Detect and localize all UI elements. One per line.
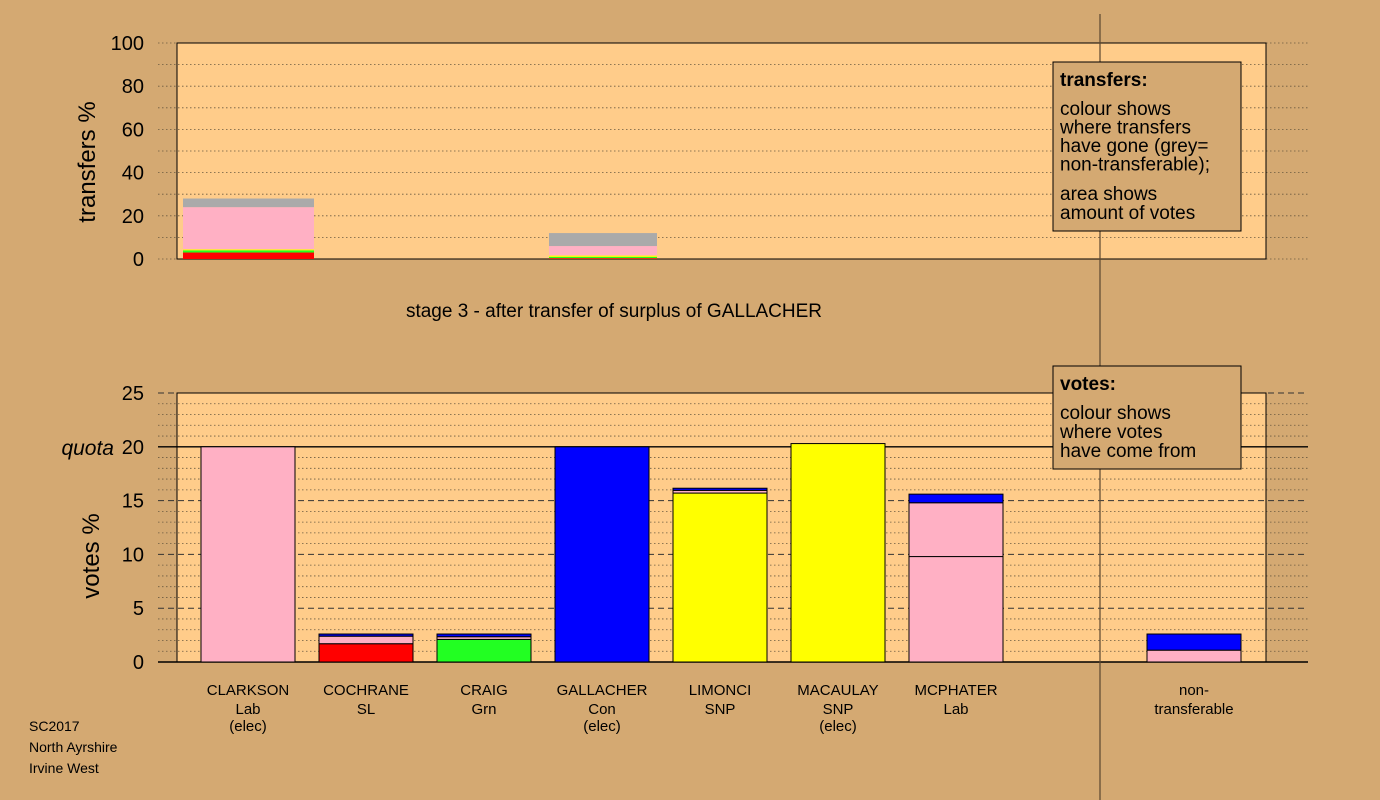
- votes-legend-text: colour shows: [1060, 403, 1171, 424]
- transfers-legend-text: where transfers: [1059, 118, 1191, 139]
- votes-y-tick-label: 10: [122, 544, 144, 566]
- candidate-bar-segment: [318, 633, 414, 637]
- candidate-status: (elec): [229, 718, 267, 735]
- transfer-bar-segment: [183, 207, 314, 250]
- nontransferable-label-line1: non-: [1179, 682, 1209, 699]
- transfers-legend-text: amount of votes: [1060, 203, 1195, 224]
- transfers-y-axis-label: transfers %: [74, 101, 101, 222]
- candidate-bar-segment: [436, 633, 532, 638]
- stage-title: stage 3 - after transfer of surplus of G…: [406, 301, 822, 322]
- candidate-name: MCPHATER: [914, 682, 997, 699]
- transfers-y-tick-label: 80: [122, 76, 144, 98]
- candidate-status: (elec): [819, 718, 857, 735]
- candidate-status: (elec): [583, 718, 621, 735]
- transfers-legend-box: [1052, 61, 1242, 232]
- nontransferable-bar-segment: [1146, 649, 1242, 663]
- candidate-bar-segment: [908, 556, 1004, 663]
- votes-legend-title: votes:: [1060, 374, 1116, 395]
- votes-y-tick-label: 25: [122, 383, 144, 405]
- transfer-bar-segment: [549, 255, 657, 257]
- transfers-plot-frame: [176, 42, 1267, 260]
- transfer-bar-segment: [183, 249, 314, 251]
- transfers-y-tick-label: 100: [111, 33, 144, 55]
- candidate-party: Grn: [471, 701, 496, 718]
- transfer-bar-segment: [183, 252, 314, 259]
- transfer-bar-segment: [183, 250, 314, 253]
- votes-y-axis-label: votes %: [78, 513, 105, 598]
- candidate-bar-segment: [908, 493, 1004, 504]
- footer: SC2017 North Ayrshire Irvine West: [29, 716, 117, 779]
- candidate-bar-segment: [436, 638, 532, 663]
- transfers-legend-text: area shows: [1060, 184, 1157, 205]
- nontransferable-bar-segment: [1146, 633, 1242, 651]
- transfer-bar-segment: [549, 256, 657, 259]
- transfer-bar-segment: [549, 233, 657, 247]
- transfers-legend-text: colour shows: [1060, 99, 1171, 120]
- votes-legend-text: where votes: [1059, 422, 1162, 443]
- votes-y-tick-label: 15: [122, 491, 144, 513]
- transfers-legend-text: non-transferable);: [1060, 155, 1210, 176]
- candidate-party: SL: [357, 701, 375, 718]
- footer-council: North Ayrshire: [29, 739, 118, 755]
- footer-ward: Irvine West: [29, 760, 99, 776]
- votes-y-tick-label: 5: [133, 598, 144, 620]
- candidate-party: SNP: [823, 701, 854, 718]
- candidate-bar-segment: [200, 446, 296, 663]
- footer-election: SC2017: [29, 718, 80, 734]
- transfers-y-tick-label: 20: [122, 206, 144, 228]
- transfer-bar-segment: [183, 198, 314, 208]
- transfers-legend-title: transfers:: [1060, 70, 1148, 91]
- candidate-party: SNP: [705, 701, 736, 718]
- transfers-y-tick-label: 60: [122, 119, 144, 141]
- candidate-name: MACAULAY: [797, 682, 878, 699]
- candidate-party: Con: [588, 701, 616, 718]
- candidate-bar-segment: [318, 635, 414, 645]
- transfer-bar-segment: [549, 258, 657, 259]
- candidate-name: CRAIG: [460, 682, 508, 699]
- candidate-bar-segment: [790, 443, 886, 663]
- candidate-bar-segment: [908, 502, 1004, 558]
- transfers-legend-text: have gone (grey=: [1060, 136, 1208, 157]
- candidate-name: LIMONCI: [689, 682, 752, 699]
- candidate-bar-segment: [554, 446, 650, 663]
- votes-y-tick-label: 0: [133, 652, 144, 674]
- votes-legend-box: [1052, 365, 1242, 470]
- transfers-y-tick-label: 40: [122, 163, 144, 185]
- candidate-party: Lab: [943, 701, 968, 718]
- candidate-bar-segment: [318, 643, 414, 663]
- candidate-party: Lab: [235, 701, 260, 718]
- votes-y-tick-label: 20: [122, 437, 144, 459]
- votes-legend-text: have come from: [1060, 441, 1196, 462]
- quota-label: quota: [61, 437, 114, 460]
- candidate-bar-segment: [672, 492, 768, 663]
- nontransferable-label-line2: transferable: [1154, 701, 1233, 718]
- candidate-name: CLARKSON: [207, 682, 290, 699]
- candidate-bar-segment: [672, 487, 768, 491]
- candidate-name: COCHRANE: [323, 682, 409, 699]
- transfers-y-tick-label: 0: [133, 249, 144, 271]
- candidate-name: GALLACHER: [557, 682, 648, 699]
- transfer-bar-segment: [549, 246, 657, 256]
